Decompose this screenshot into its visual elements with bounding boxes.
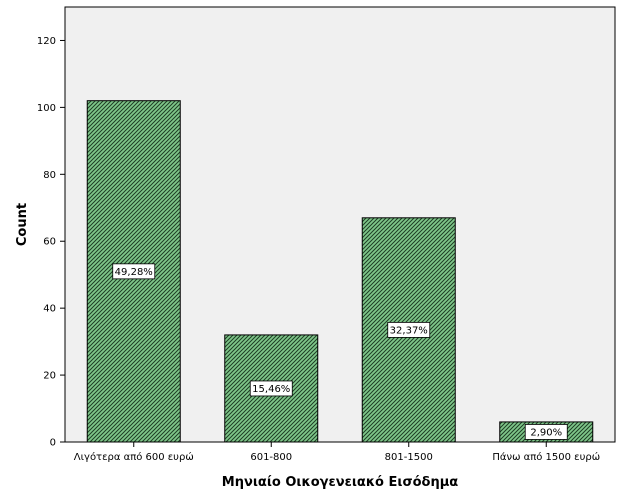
x-tick-label: 601-800 (250, 452, 292, 463)
y-tick-label: 40 (43, 304, 56, 315)
y-tick-label: 120 (37, 36, 56, 47)
data-label-box (387, 322, 431, 338)
y-tick-label: 60 (43, 237, 56, 248)
x-tick-label: Λιγότερα από 600 ευρώ (74, 451, 194, 463)
data-label: 2,90% (530, 427, 562, 438)
y-tick-label: 80 (43, 170, 56, 181)
data-label-box (524, 424, 568, 440)
y-tick-label: 0 (50, 438, 56, 449)
data-label: 49,28% (115, 267, 153, 278)
x-axis-title: Μηνιαίο Οικογενειακό Εισόδημα (222, 475, 458, 490)
data-label-box (249, 380, 293, 397)
data-label-box (112, 263, 156, 280)
y-tick-label: 100 (37, 103, 56, 114)
y-tick-label: 20 (43, 371, 56, 382)
x-tick-label: 801-1500 (385, 452, 433, 463)
data-label: 15,46% (252, 384, 290, 395)
data-label: 32,37% (390, 325, 428, 336)
y-axis-title: Count (15, 203, 30, 246)
x-tick-label: Πάνω από 1500 ευρώ (492, 451, 600, 463)
